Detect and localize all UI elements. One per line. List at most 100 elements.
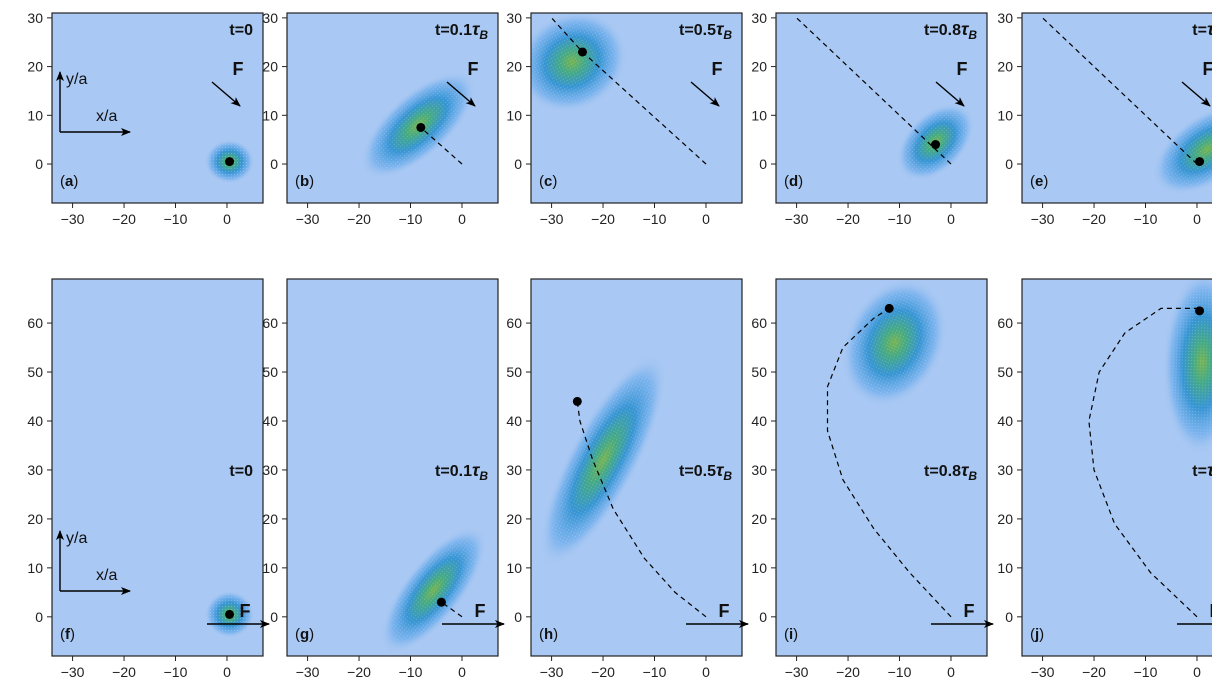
force-arrow: [690, 81, 720, 107]
panel-j: −30 −20 −10 0 0 10 20 30 40 50 60 t=τB F (j): [997, 278, 1212, 680]
y-tick-label: 40: [262, 413, 278, 429]
y-tick-label: 20: [27, 511, 43, 527]
y-tick-label: 20: [997, 511, 1013, 527]
trajectory-line: [576, 401, 707, 618]
x-tick-label: −30: [296, 664, 320, 680]
density-texture: [531, 21, 616, 103]
y-tick-label: 0: [35, 609, 43, 625]
y-tick-label: 20: [751, 59, 767, 75]
inset-x-axis-label: x/a: [96, 108, 117, 125]
plot-frame: [1021, 278, 1212, 657]
x-tick-label: −20: [591, 664, 615, 680]
y-tick-label: 10: [27, 107, 43, 123]
x-tick-label: −10: [888, 664, 912, 680]
y-tick-label: 0: [514, 609, 522, 625]
y-tick-label: 0: [35, 156, 43, 172]
time-label: t=0.5τB: [679, 460, 732, 483]
panel-label: (f): [60, 626, 75, 643]
y-tick-label: 30: [262, 462, 278, 478]
y-tick-label: 10: [997, 560, 1013, 576]
time-label: t=0.8τB: [924, 19, 977, 42]
y-tick-label: 50: [27, 364, 43, 380]
x-tick-label: −20: [112, 211, 136, 227]
particle-position: [225, 157, 235, 167]
plot-area: [826, 279, 952, 618]
y-tick-label: 40: [751, 413, 767, 429]
panel-f: −30 −20 −10 0 0 10 20 30 40 50 60 t=0 F (f) y/a x/a: [27, 278, 270, 680]
plot-frame: [775, 278, 988, 657]
plot-frame: [286, 12, 499, 204]
y-tick-label: 40: [506, 413, 522, 429]
x-tick-label: −10: [1134, 664, 1158, 680]
x-tick-label: 0: [702, 211, 710, 227]
x-tick-label: 0: [223, 211, 231, 227]
force-label: F: [233, 59, 244, 79]
y-tick-label: 40: [997, 413, 1013, 429]
x-tick-label: 0: [947, 211, 955, 227]
x-tick-label: −20: [1082, 211, 1106, 227]
force-arrow: [446, 81, 476, 107]
x-tick-label: −10: [643, 664, 667, 680]
y-tick-label: 0: [270, 609, 278, 625]
density-texture: [391, 539, 476, 641]
plot-frame: [530, 12, 743, 204]
force-label: F: [719, 601, 730, 621]
y-tick-label: 30: [262, 10, 278, 26]
panel-b: −30 −20 −10 0 0 10 20 30 t=0.1τB F (b): [262, 10, 499, 227]
plot-frame: [51, 12, 264, 204]
particle-position: [436, 597, 446, 607]
y-tick-label: 0: [514, 156, 522, 172]
plot-area: [204, 139, 255, 184]
time-label: t=0: [229, 463, 253, 480]
plot-area: [531, 13, 707, 165]
force-arrow: [1181, 81, 1211, 107]
x-tick-label: 0: [702, 664, 710, 680]
density-texture: [1170, 288, 1212, 437]
x-tick-label: −20: [347, 664, 371, 680]
time-label: t=τB: [1192, 19, 1212, 42]
y-tick-label: 60: [506, 315, 522, 331]
plot-area: [1042, 17, 1212, 195]
x-tick-label: −10: [164, 664, 188, 680]
y-tick-label: 30: [997, 10, 1013, 26]
y-tick-label: 10: [751, 107, 767, 123]
x-tick-label: −10: [399, 664, 423, 680]
y-tick-label: 0: [759, 609, 767, 625]
y-tick-label: 20: [262, 59, 278, 75]
time-label: t=0.5τB: [679, 19, 732, 42]
x-tick-label: −10: [888, 211, 912, 227]
trajectory-line: [1088, 307, 1200, 618]
panel-label: (b): [295, 173, 314, 190]
plot-frame: [1021, 12, 1212, 204]
x-tick-label: −20: [347, 211, 371, 227]
plot-area: [539, 354, 707, 618]
particle-position: [577, 47, 587, 57]
plot-area: [380, 526, 487, 654]
particle-position: [225, 609, 235, 619]
density-texture: [1163, 113, 1212, 186]
x-tick-label: −30: [1031, 664, 1055, 680]
plot-frame: [51, 278, 264, 657]
x-tick-label: −20: [591, 211, 615, 227]
force-label: F: [957, 59, 968, 79]
force-label: F: [240, 601, 251, 621]
y-tick-label: 30: [751, 462, 767, 478]
particle-position: [884, 303, 894, 313]
y-tick-label: 50: [997, 364, 1013, 380]
plot-frame: [530, 278, 743, 657]
force-label: F: [712, 59, 723, 79]
plot-frame: [775, 12, 988, 204]
panel-e: −30 −20 −10 0 0 10 20 30 t=τB F (e): [997, 10, 1212, 227]
x-tick-label: 0: [1193, 211, 1201, 227]
y-tick-label: 20: [751, 511, 767, 527]
y-tick-label: 10: [27, 560, 43, 576]
y-tick-label: 20: [506, 59, 522, 75]
x-tick-label: 0: [223, 664, 231, 680]
plot-area: [796, 17, 975, 181]
force-arrow: [935, 81, 965, 107]
y-tick-label: 30: [506, 10, 522, 26]
y-tick-label: 30: [27, 462, 43, 478]
x-tick-label: −10: [164, 211, 188, 227]
force-label: F: [964, 601, 975, 621]
